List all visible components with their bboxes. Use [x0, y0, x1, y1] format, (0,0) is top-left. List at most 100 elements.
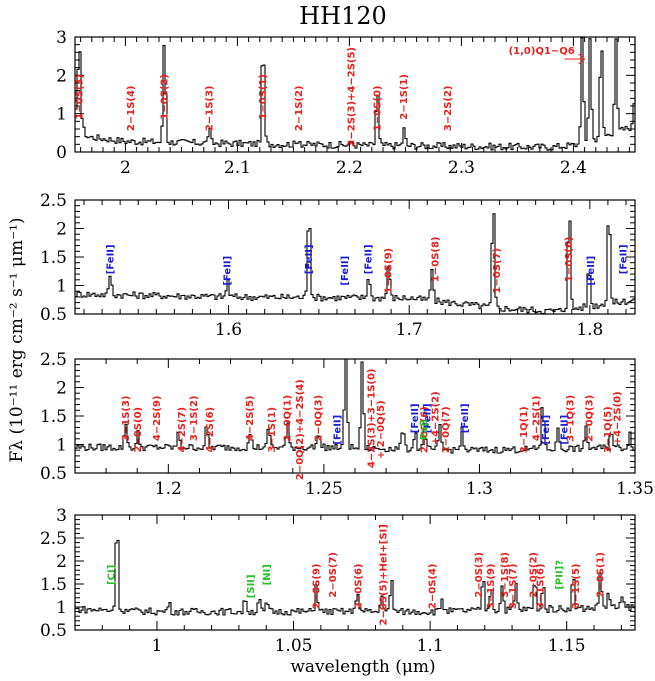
line-annotation: 3−1S(6) — [535, 563, 546, 609]
line-annotation: 1−0S(6) — [564, 236, 575, 282]
line-annotation: [FeII] — [541, 415, 552, 445]
y-tick-label: 1.5 — [40, 407, 67, 427]
x-tick-label: 1.35 — [616, 479, 654, 499]
y-tick-label: 2.5 — [40, 350, 67, 370]
x-tick-label: 2.4 — [560, 158, 587, 178]
panels: 2 2.1 2.2 2.3 2.4 0 1 2 3 1−0S(3) 2−1S(4) 1−0S(2) 2−… — [40, 28, 654, 656]
line-annotation: [NI] — [262, 564, 273, 585]
y-tick-label: 1 — [56, 598, 67, 618]
panel-3: 1.2 1.25 1.3 1.35 0.5 1 1.5 2 2.5 3−1S(3) 2−0S(0) 4… — [40, 350, 654, 499]
y-tick-label: 2 — [56, 379, 67, 399]
line-annotation: 4−2S(9) — [152, 395, 163, 441]
line-annotation: 2−1S(4) — [126, 85, 137, 131]
line-annotation: 2−0S(9) — [311, 563, 322, 609]
line-annotation: 1−0S(3) — [74, 74, 85, 120]
line-annotation: 3−2S(2) — [443, 85, 454, 131]
line-annotation: 2−0S(6) — [354, 563, 365, 609]
x-tick-label: 1 — [152, 636, 163, 656]
x-tick-label: 1.3 — [466, 479, 493, 499]
line-annotation: [FeII] — [105, 244, 116, 274]
line-annotation: 3−1S(1) — [267, 407, 278, 453]
line-annotation: [FeII] — [340, 256, 351, 286]
line-annotation: 2−0S(0) — [133, 407, 144, 453]
line-annotation: 4−2S(5) — [245, 395, 256, 441]
line-annotation: 1−0S(7) — [492, 248, 503, 294]
y-tick-label: 2.5 — [40, 529, 67, 549]
figure-title: HH120 — [299, 2, 387, 30]
y-tick-label: 2 — [56, 220, 67, 240]
line-annotation: 3−1Q(1) — [519, 406, 530, 453]
line-annotation: [FeII] — [364, 244, 375, 274]
spectrum-line — [75, 358, 636, 454]
line-annotation: [FeII] — [559, 415, 570, 445]
line-annotation: 1−0S(1) — [258, 74, 269, 120]
y-tick-label: 1.5 — [40, 575, 67, 595]
y-tick-label: 1.5 — [40, 248, 67, 268]
y-tick-label: 2 — [56, 552, 67, 572]
y-tick-label: 2 — [56, 66, 67, 86]
line-annotation: 1−0S(0) — [372, 85, 383, 131]
line-annotation: 2−0S(4) — [428, 563, 439, 609]
line-annotation: 2−0Q(1) — [283, 395, 294, 442]
x-tick-label: 1.05 — [275, 636, 313, 656]
spectrum-line — [75, 213, 636, 315]
line-annotation: [FeII] — [304, 244, 315, 274]
line-annotation: 2−0Q(2)+4−2S(4) — [295, 379, 306, 480]
panel-frame — [74, 36, 636, 153]
x-tick-label: 2.2 — [336, 158, 363, 178]
y-tick-label: 0.5 — [40, 464, 67, 484]
line-annotation: (1,0)Q1−Q6 — [509, 46, 575, 57]
y-tick-label: 0.5 — [40, 621, 67, 641]
line-annotation: 1−0S(2) — [160, 74, 171, 120]
line-annotation: 4−2S(7) — [177, 407, 188, 453]
line-annotation: 3−1S(2) — [189, 395, 200, 441]
line-annotation: 2−0S(7) — [328, 552, 339, 598]
x-tick-label: 1.6 — [215, 320, 242, 340]
y-tick-label: 2.5 — [40, 191, 67, 211]
x-tick-label: 2.1 — [224, 158, 251, 178]
line-annotation: 3−1S(9) — [486, 563, 497, 609]
x-tick-label: 1.15 — [548, 636, 586, 656]
panel-2: 1.6 1.7 1.8 0.5 1 1.5 2 2.5 [FeII] [FeII] [FeII] [F… — [40, 191, 636, 340]
line-annotation: 2−1S(1) — [399, 74, 410, 120]
x-tick-label: 1.1 — [417, 636, 444, 656]
line-annotation: + 2−0Q(5) — [376, 400, 387, 459]
panel-frame — [74, 514, 636, 631]
line-annotation: Paβ — [419, 419, 430, 440]
x-axis-title: wavelength (μm) — [290, 657, 435, 677]
line-annotation: 1−0S(8) — [431, 236, 442, 282]
line-annotation: 2−0S(1) — [596, 552, 607, 598]
spectrum-line — [75, 37, 636, 151]
y-tick-label: 3 — [56, 506, 67, 526]
line-annotation: [FeII] — [586, 256, 597, 286]
line-annotation: 3−1S(8) — [500, 552, 511, 598]
line-annotation: 2−0S(3) — [474, 552, 485, 598]
x-tick-label: 1.25 — [305, 479, 343, 499]
line-annotation: 3−1Q(5) — [603, 406, 614, 453]
line-annotation: 2−0Q(7) — [441, 406, 452, 453]
line-annotation: +4−2S(0) — [612, 391, 623, 445]
line-annotation: 3−1S(3) — [121, 395, 132, 441]
line-annotation: 1−0S(9) — [384, 248, 395, 294]
line-annotation: 3−2S(3)+4−2S(5) — [347, 47, 358, 147]
line-annotation: 2−0Q(3) — [584, 395, 595, 442]
line-annotation: +4−2S(2) — [430, 391, 441, 445]
line-annotation: [FeII] — [410, 403, 421, 433]
y-tick-label: 0 — [56, 143, 67, 163]
line-annotation: 4−2S(3)+3−1S(0) — [367, 369, 378, 469]
panel-4: 1 1.05 1.1 1.15 0.5 1 1.5 2 2.5 3 [CI] [SII] [NI] 2−0… — [40, 506, 636, 656]
x-tick-label: 2 — [120, 158, 131, 178]
line-annotation: 3−1Q(3) — [566, 395, 577, 442]
line-annotation: [FeII] — [332, 415, 343, 445]
y-tick-label: 1 — [56, 105, 67, 125]
line-annotation: 4−2S(1) — [531, 395, 542, 441]
y-tick-label: 0.5 — [40, 305, 67, 325]
x-tick-label: 1.8 — [576, 320, 603, 340]
y-axis-title: Fλ (10⁻¹¹ erg cm⁻² s⁻¹ μm⁻¹) — [7, 217, 27, 462]
line-annotation: [SII] — [246, 574, 257, 598]
line-annotation: 2−0Q(3) — [314, 395, 325, 442]
y-tick-label: 3 — [56, 28, 67, 48]
x-tick-label: 1.7 — [396, 320, 423, 340]
line-annotation: [FeII] — [423, 403, 434, 433]
